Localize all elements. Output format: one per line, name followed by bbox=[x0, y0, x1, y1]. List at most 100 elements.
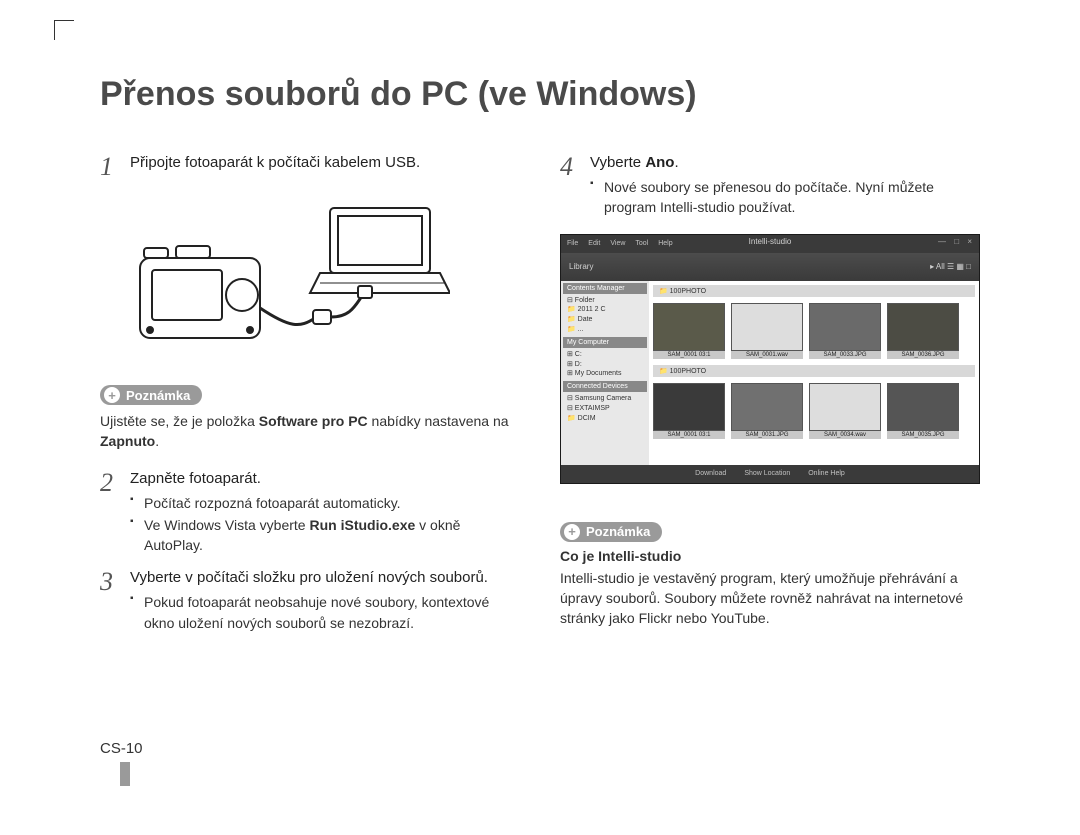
sidebar: Contents Manager ⊟ Folder 📁 2011 2 C 📁 D… bbox=[561, 281, 649, 465]
page-number: CS-10 bbox=[100, 740, 143, 757]
note-badge: + Poznámka bbox=[100, 385, 202, 405]
t: Software pro PC bbox=[259, 413, 368, 429]
page: Přenos souborů do PC (ve Windows) 1 Přip… bbox=[100, 75, 980, 644]
list-item: Ve Windows Vista vyberte Run iStudio.exe… bbox=[130, 515, 520, 556]
thumbnail: SAM_0035.JPG bbox=[887, 383, 959, 439]
right-column: 4 Vyberte Ano. Nové soubory se přenesou … bbox=[560, 152, 980, 644]
thumbnail-image bbox=[731, 383, 803, 431]
step-2-title: Zapněte fotoaparát. bbox=[130, 468, 520, 489]
step-4-title: Vyberte Ano. bbox=[590, 152, 980, 173]
tree-row: 📁 ... bbox=[567, 325, 643, 335]
step-3-title: Vyberte v počítači složku pro uložení no… bbox=[130, 567, 520, 588]
crop-mark bbox=[54, 20, 74, 40]
toolbar-right: ▸ All ☰ ▦ □ bbox=[930, 262, 971, 271]
status-bar: Download Show Location Online Help bbox=[561, 465, 979, 483]
note-1: + Poznámka Ujistěte se, že je položka So… bbox=[100, 377, 520, 452]
step-number: 4 bbox=[560, 152, 590, 180]
list-item: Počítač rozpozná fotoaparát automaticky. bbox=[130, 493, 520, 513]
tree: ⊟ Folder 📁 2011 2 C 📁 Date 📁 ... bbox=[563, 294, 647, 337]
t: Ano bbox=[645, 154, 674, 171]
tree-row: ⊟ Folder bbox=[567, 296, 643, 306]
thumbnail-caption: SAM_0036.JPG bbox=[887, 351, 959, 359]
thumb-row: SAM_0001 03:1 SAM_0031.JPG SAM_0034.wav SAM… bbox=[653, 383, 975, 439]
thumb-row: SAM_0001 03:1SAM_0001.wavSAM_0033.JPGSAM… bbox=[653, 303, 975, 359]
menu-item: View bbox=[610, 240, 625, 247]
note-2-text: Intelli-studio je vestavěný program, kte… bbox=[560, 568, 980, 629]
camera-laptop-illustration bbox=[130, 198, 450, 358]
thumbnail-caption: SAM_0034.wav bbox=[809, 431, 881, 439]
toolbar: Library ▸ All ☰ ▦ □ bbox=[561, 253, 979, 281]
thumbnail-image bbox=[887, 383, 959, 431]
thumbnail-caption: SAM_0001 03:1 bbox=[653, 431, 725, 439]
list-item: Pokud fotoaparát neobsahuje nové soubory… bbox=[130, 592, 520, 633]
thumbnail-image bbox=[809, 383, 881, 431]
page-title: Přenos souborů do PC (ve Windows) bbox=[100, 75, 980, 114]
step-1-text: Připojte fotoaparát k počítači kabelem U… bbox=[130, 152, 520, 173]
tree-row: 📁 DCIM bbox=[567, 414, 643, 424]
columns: 1 Připojte fotoaparát k počítači kabelem… bbox=[100, 152, 980, 644]
thumbnail-image bbox=[887, 303, 959, 351]
thumbnail-caption: SAM_0033.JPG bbox=[809, 351, 881, 359]
tree: ⊟ Samsung Camera ⊟ EXTAIMSP 📁 DCIM bbox=[563, 392, 647, 425]
thumbnail: SAM_0001 03:1 bbox=[653, 383, 725, 439]
plus-icon: + bbox=[104, 387, 120, 403]
thumbnail-caption: SAM_0001 03:1 bbox=[653, 351, 725, 359]
thumbnail: SAM_0034.wav bbox=[809, 383, 881, 439]
path-bar: 📁 100PHOTO bbox=[653, 285, 975, 297]
step-3-bullets: Pokud fotoaparát neobsahuje nové soubory… bbox=[130, 592, 520, 633]
tree: ⊞ C: ⊞ D: ⊞ My Documents bbox=[563, 348, 647, 381]
thumbnail-caption: SAM_0031.JPG bbox=[731, 431, 803, 439]
main-area: 📁 100PHOTO SAM_0001 03:1SAM_0001.wavSAM_… bbox=[649, 281, 979, 465]
window-controls: — □ × bbox=[938, 237, 975, 246]
thumbnail: SAM_0031.JPG bbox=[731, 383, 803, 439]
step-text: Připojte fotoaparát k počítači kabelem U… bbox=[130, 152, 520, 177]
menu-item: Help bbox=[658, 240, 672, 247]
step-4-bullets: Nové soubory se přenesou do počítače. Ny… bbox=[590, 177, 980, 218]
panel-header: Contents Manager bbox=[563, 283, 647, 294]
step-1: 1 Připojte fotoaparát k počítači kabelem… bbox=[100, 152, 520, 180]
step-2: 2 Zapněte fotoaparát. Počítač rozpozná f… bbox=[100, 468, 520, 558]
status-item: Show Location bbox=[744, 470, 790, 477]
t: . bbox=[674, 154, 678, 171]
thumbnail-image bbox=[653, 303, 725, 351]
step-number: 1 bbox=[100, 152, 130, 180]
menu-item: Edit bbox=[588, 240, 600, 247]
app-title: Intelli-studio bbox=[749, 237, 792, 246]
thumbnail-image bbox=[653, 383, 725, 431]
thumbnail-caption: SAM_0035.JPG bbox=[887, 431, 959, 439]
step-4: 4 Vyberte Ano. Nové soubory se přenesou … bbox=[560, 152, 980, 220]
path-bar: 📁 100PHOTO bbox=[653, 365, 975, 377]
tree-row: ⊟ Samsung Camera bbox=[567, 394, 643, 404]
thumbnail-image bbox=[809, 303, 881, 351]
t: Zapnuto bbox=[100, 433, 155, 449]
app-body: Contents Manager ⊟ Folder 📁 2011 2 C 📁 D… bbox=[561, 281, 979, 465]
plus-icon: + bbox=[564, 524, 580, 540]
note-label: Poznámka bbox=[586, 524, 650, 539]
panel-header: Connected Devices bbox=[563, 381, 647, 392]
t: nabídky nastavena na bbox=[368, 413, 509, 429]
step-2-bullets: Počítač rozpozná fotoaparát automaticky.… bbox=[130, 493, 520, 556]
tree-row: ⊞ D: bbox=[567, 360, 643, 370]
toolbar-left: Library bbox=[569, 262, 593, 271]
step-number: 3 bbox=[100, 567, 130, 595]
step-body: Vyberte v počítači složku pro uložení no… bbox=[130, 567, 520, 635]
note-badge: + Poznámka bbox=[560, 522, 662, 542]
tree-row: ⊞ My Documents bbox=[567, 369, 643, 379]
menu-item: Tool bbox=[635, 240, 648, 247]
step-number: 2 bbox=[100, 468, 130, 496]
tree-row: ⊞ C: bbox=[567, 350, 643, 360]
tree-row: 📁 Date bbox=[567, 315, 643, 325]
note-1-text: Ujistěte se, že je položka Software pro … bbox=[100, 411, 520, 452]
thumbnail-image bbox=[731, 303, 803, 351]
tree-row: ⊟ EXTAIMSP bbox=[567, 404, 643, 414]
note-label: Poznámka bbox=[126, 388, 190, 403]
left-column: 1 Připojte fotoaparát k počítači kabelem… bbox=[100, 152, 520, 644]
thumbnail: SAM_0036.JPG bbox=[887, 303, 959, 359]
tree-row: 📁 2011 2 C bbox=[567, 305, 643, 315]
step-body: Zapněte fotoaparát. Počítač rozpozná fot… bbox=[130, 468, 520, 558]
t: . bbox=[155, 433, 159, 449]
panel-header: My Computer bbox=[563, 337, 647, 348]
page-number-bar bbox=[120, 762, 130, 786]
thumbnail: SAM_0001 03:1 bbox=[653, 303, 725, 359]
menu-item: File bbox=[567, 240, 578, 247]
